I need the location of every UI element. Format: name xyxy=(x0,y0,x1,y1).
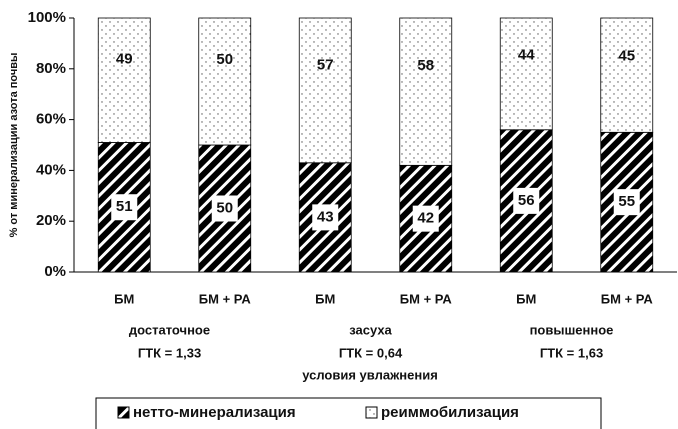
y-tick-label: 100% xyxy=(28,9,66,26)
bar-segment xyxy=(600,17,654,133)
y-tick-label: 80% xyxy=(36,60,66,77)
y-tick-label: 40% xyxy=(36,161,66,178)
group-gtk: ГТК = 1,63 xyxy=(540,345,603,360)
data-label: 58 xyxy=(417,57,434,74)
label-box xyxy=(211,195,238,222)
bar-segment xyxy=(298,17,352,164)
data-label: 56 xyxy=(518,192,535,209)
bar-segment xyxy=(198,17,252,146)
group-gtk: ГТК = 0,64 xyxy=(339,345,403,360)
group-gtk: ГТК = 1,33 xyxy=(138,345,201,360)
data-label: 51 xyxy=(116,198,133,215)
data-label: 45 xyxy=(618,47,635,64)
data-label: 55 xyxy=(618,193,635,210)
y-tick-label: 0% xyxy=(44,263,66,280)
data-label: 50 xyxy=(216,199,233,216)
label-box xyxy=(312,204,339,231)
y-tick-label: 20% xyxy=(36,212,66,229)
legend-box xyxy=(95,397,602,429)
data-label: 57 xyxy=(317,56,334,73)
data-label: 42 xyxy=(417,210,434,227)
x-tick-label: БМ + РА xyxy=(199,291,252,306)
x-tick-label: БМ + РА xyxy=(601,291,654,306)
data-label: 43 xyxy=(317,208,334,225)
label-box xyxy=(111,194,138,221)
label-box xyxy=(412,205,439,232)
label-box xyxy=(513,187,540,214)
y-tick-label: 60% xyxy=(36,111,66,128)
legend-swatch xyxy=(365,406,378,419)
x-tick-label: БМ xyxy=(315,291,335,306)
group-label: засуха xyxy=(349,322,392,337)
x-tick-label: БМ xyxy=(516,291,536,306)
x-axis-label: условия увлажнения xyxy=(302,367,438,382)
group-label: повышенное xyxy=(530,322,614,337)
data-label: 49 xyxy=(116,50,133,67)
label-box xyxy=(613,189,640,216)
data-label: 50 xyxy=(216,51,233,68)
group-label: достаточное xyxy=(129,322,210,337)
bar-segment xyxy=(97,17,151,143)
legend-swatch xyxy=(117,406,130,419)
x-tick-label: БМ + РА xyxy=(400,291,453,306)
x-tick-label: БМ xyxy=(114,291,134,306)
legend-label: реиммобилизация xyxy=(381,404,519,421)
bar-segment xyxy=(399,17,453,166)
legend-label: нетто-минерализация xyxy=(133,404,296,421)
data-label: 44 xyxy=(518,46,535,63)
bar-segment xyxy=(499,17,553,131)
y-axis-label: % от минерализации азота почвы xyxy=(8,53,20,238)
